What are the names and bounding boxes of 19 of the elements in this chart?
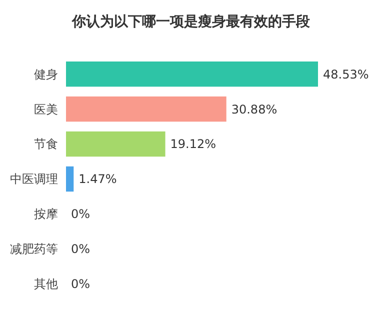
bar [66,131,166,157]
data-label: 19.12% [170,137,216,152]
y-tick-label: 按摩 [34,207,58,222]
y-tick-label: 中医调理 [10,172,58,186]
y-tick-label: 节食 [34,137,58,152]
bar [66,166,74,192]
data-label: 30.88% [231,102,278,116]
bar [66,61,318,87]
bar [66,96,226,122]
data-label: 48.53% [323,67,369,82]
data-label: 0% [71,207,90,222]
y-tick-label: 健身 [34,67,58,82]
chart-title: 你认为以下哪一项是瘦身最有效的手段 [71,13,311,30]
y-tick-label: 医美 [34,102,58,116]
data-label: 0% [71,242,90,256]
y-tick-label: 其他 [34,277,58,292]
y-tick-label: 减肥药等 [10,242,58,256]
data-label: 1.47% [78,172,117,186]
data-label: 0% [71,277,90,292]
